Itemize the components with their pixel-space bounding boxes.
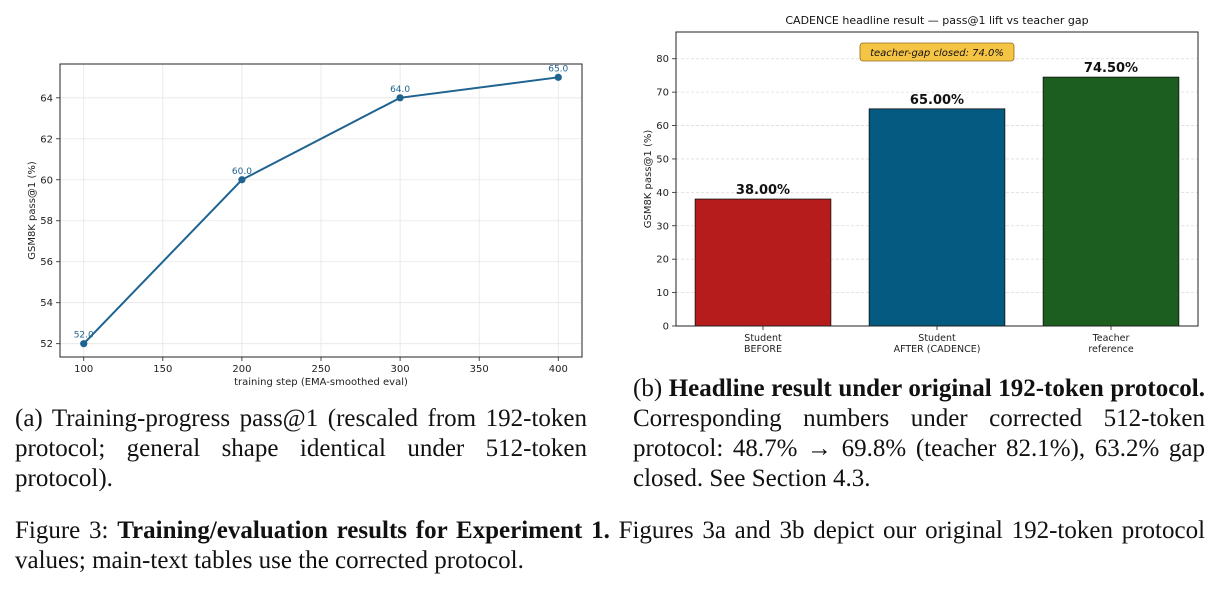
chart-a-y-tick-label: 58 (40, 216, 53, 227)
chart-a-series: 52.0 60.0 64.0 65.0 (74, 64, 569, 348)
chart-b-y-tick-label: 10 (656, 288, 669, 299)
chart-a-x-tick-label: 200 (232, 364, 251, 375)
chart-a-ticks: 100 150 200 250 300 350 400 52 54 56 58 60 62 64 (40, 93, 568, 375)
chart-b-y-axis-label: GSM8K pass@1 (%) (643, 130, 654, 229)
chart-a-data-label: 60.0 (232, 167, 252, 177)
headline-result-bar-chart: CADENCE headline result — pass@1 lift vs… (643, 14, 1199, 355)
chart-b-bar-value-label: 38.00% (736, 183, 790, 198)
chart-a-data-point (80, 340, 88, 348)
chart-b-bar-value-label: 65.00% (910, 93, 964, 108)
chart-a-series-line (83, 76, 559, 345)
chart-b-y-tick-label: 80 (656, 54, 669, 65)
chart-a-y-axis-label: GSM8K pass@1 (%) (27, 161, 38, 260)
chart-b-bar (694, 198, 832, 327)
chart-b-y-tick-label: 50 (656, 154, 669, 165)
chart-b-y-tick-label: 70 (656, 88, 669, 99)
chart-b-bars: 38.00% 65.00% 74.50% (694, 61, 1180, 327)
chart-a-y-tick-label: 52 (40, 339, 53, 350)
chart-b-x-tick-label: reference (1088, 344, 1134, 355)
chart-a-data-point (554, 73, 562, 81)
chart-b-annotation: teacher-gap closed: 74.0% (859, 42, 1015, 62)
chart-b-annotation-box (859, 42, 1015, 62)
chart-a-x-tick-label: 150 (153, 364, 172, 375)
figure-caption: Figure 3: Training/evaluation results fo… (15, 516, 1205, 576)
chart-a-y-tick-label: 56 (40, 257, 53, 268)
chart-a-data-label: 64.0 (390, 85, 410, 95)
chart-b-bar (1042, 76, 1180, 327)
subfigure-a-caption-text: (a) Training-progress pass@1 (rescaled f… (15, 405, 587, 492)
figure-caption-text: Figures 3a and 3b depict our original 19… (15, 517, 1206, 574)
chart-b-x-tick-label: Student (744, 333, 782, 344)
chart-b-y-tick-label: 60 (656, 121, 669, 132)
chart-a-data-point (238, 176, 246, 184)
chart-b-bar-value-label: 74.50% (1084, 61, 1138, 76)
chart-b-annotation-text: teacher-gap closed: 74.0% (870, 48, 1004, 59)
chart-a-y-tick-label: 62 (40, 134, 53, 145)
chart-b-bar (868, 108, 1006, 327)
chart-b-ticks: 01020304050607080StudentBEFOREStudentAFT… (656, 54, 1134, 355)
chart-a-x-axis-label: training step (EMA-smoothed eval) (234, 377, 408, 388)
chart-b-y-tick-label: 20 (656, 255, 669, 266)
chart-b-x-tick-label: BEFORE (744, 344, 782, 355)
chart-b-x-tick-label: Teacher (1092, 333, 1130, 344)
figure-caption-bold: Training/evaluation results for Experime… (117, 517, 610, 544)
chart-a-data-point (396, 94, 404, 102)
chart-b-x-tick-label: Student (918, 333, 956, 344)
subfigure-b-caption-bold: Headline result under original 192-token… (668, 375, 1205, 402)
chart-a-data-label: 52.0 (74, 331, 94, 341)
chart-a-x-tick-label: 100 (74, 364, 93, 375)
chart-b-x-tick-label: AFTER (CADENCE) (894, 344, 981, 355)
chart-a-x-tick-label: 400 (549, 364, 568, 375)
chart-a-x-tick-label: 250 (311, 364, 330, 375)
chart-b-y-tick-label: 0 (663, 322, 669, 333)
subfigure-b-caption-text: Corresponding numbers under corrected 51… (633, 405, 1205, 492)
figure-caption-label: Figure 3: (15, 517, 109, 544)
chart-a-x-tick-label: 300 (391, 364, 410, 375)
subfigure-b-caption-label: (b) (633, 375, 663, 402)
training-progress-line-chart: 100 150 200 250 300 350 400 52 54 56 58 60 62 64 52.0… (27, 63, 583, 388)
chart-a-gridlines (60, 64, 582, 357)
chart-a-y-tick-label: 54 (40, 298, 53, 309)
subfigure-b-caption: (b) Headline result under original 192-t… (633, 374, 1205, 494)
chart-b-y-tick-label: 40 (656, 188, 669, 199)
chart-b-title: CADENCE headline result — pass@1 lift vs… (785, 14, 1088, 27)
chart-a-y-tick-label: 64 (40, 93, 53, 104)
chart-a-x-tick-label: 350 (470, 364, 489, 375)
chart-a-data-label: 65.0 (548, 64, 568, 74)
subfigure-a-caption: (a) Training-progress pass@1 (rescaled f… (15, 404, 587, 494)
chart-a-y-tick-label: 60 (40, 175, 53, 186)
chart-b-y-tick-label: 30 (656, 221, 669, 232)
